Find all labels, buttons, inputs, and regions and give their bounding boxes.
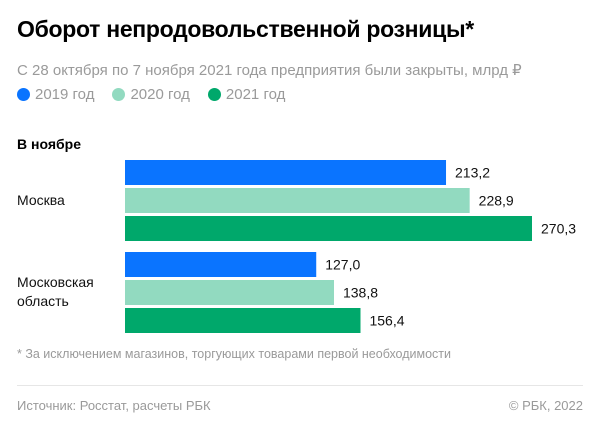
legend-dot-2020 xyxy=(112,88,126,101)
footnote: * За исключением магазинов, торгующих то… xyxy=(17,347,452,361)
legend-label-2021: 2021 год xyxy=(225,86,286,103)
bar-moscow-2019 xyxy=(125,160,447,185)
data-label: 156,4 xyxy=(369,313,404,329)
legend-dot-2021 xyxy=(207,88,221,101)
source-note: Источник: Росстат, расчеты РБК xyxy=(17,398,211,413)
legend-dot-2019 xyxy=(17,88,30,101)
copyright: © РБК, 2022 xyxy=(508,398,583,413)
legend-item-2019: 2019 год xyxy=(17,86,94,103)
category-label-line: область xyxy=(17,293,69,309)
data-label: 228,9 xyxy=(479,193,514,209)
category-label-line: Московская xyxy=(17,274,94,290)
legend-label-2020: 2020 год xyxy=(130,86,190,103)
bar-moscow-region-2020 xyxy=(125,280,334,305)
data-label: 127,0 xyxy=(325,257,360,273)
legend-item-2021: 2021 год xyxy=(207,86,286,103)
legend-item-2020: 2020 год xyxy=(112,86,190,103)
legend-label-2019: 2019 год xyxy=(35,86,95,103)
category-label-moscow-region: Московская область xyxy=(17,273,94,311)
bar-moscow-2020 xyxy=(125,188,470,213)
data-label: 138,8 xyxy=(343,285,378,301)
bar-moscow-2021 xyxy=(125,216,532,241)
chart-subtitle: С 28 октября по 7 ноября 2021 года предп… xyxy=(17,62,522,79)
data-label: 213,2 xyxy=(455,165,490,181)
legend: 2019 год 2020 год 2021 год xyxy=(17,86,285,103)
divider xyxy=(17,385,583,386)
category-label-moscow: Москва xyxy=(17,191,65,210)
chart-title: Оборот непродовольственной розницы* xyxy=(17,16,474,42)
bar-moscow-region-2021 xyxy=(125,308,361,333)
section-label: В ноябре xyxy=(17,136,81,152)
bar-moscow-region-2019 xyxy=(125,252,317,277)
category-label-line: Москва xyxy=(17,192,65,208)
data-label: 270,3 xyxy=(541,221,576,237)
